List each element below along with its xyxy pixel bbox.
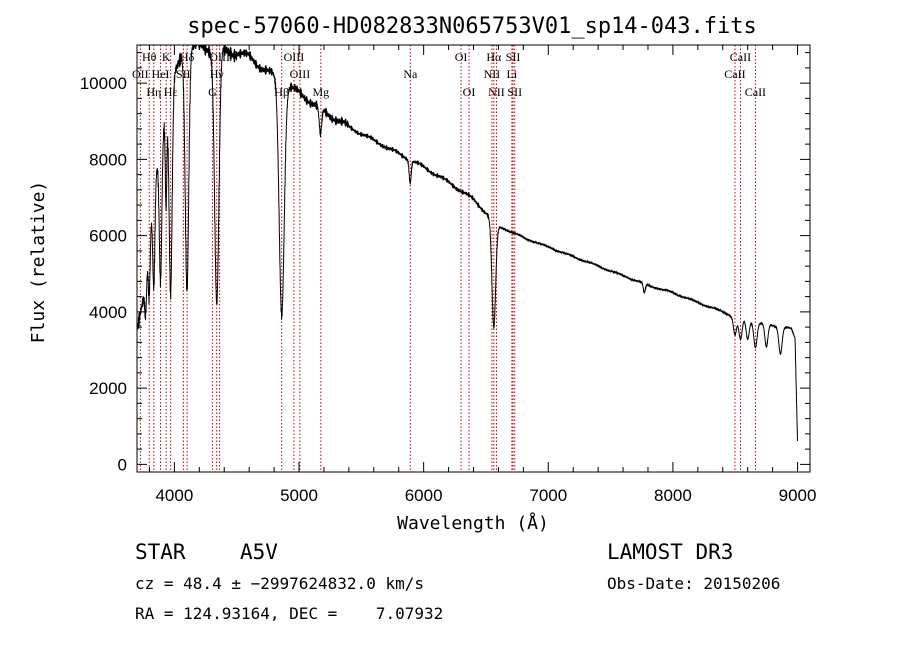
x-tick-label: 4000 [155, 486, 193, 505]
line-marker-label: OIII [290, 67, 311, 81]
line-marker-label: Hθ [142, 50, 157, 64]
line-marker-label: Hα [486, 50, 502, 64]
object-class: STAR [135, 540, 186, 564]
line-marker-label: Li [507, 67, 518, 81]
line-marker-label: Hη [146, 85, 161, 99]
x-axis-ticks: 4000 5000 6000 7000 8000 9000 [148, 45, 817, 505]
line-marker-label: HeI [152, 67, 170, 81]
line-marker-label: K [162, 50, 171, 64]
obs-date: Obs-Date: 20150206 [607, 574, 780, 593]
plot-frame [136, 44, 811, 473]
line-marker-label: SII [506, 50, 521, 64]
line-marker-label: OI [455, 50, 468, 64]
line-marker-label: OIII [284, 50, 305, 64]
y-tick-label: 2000 [89, 379, 127, 398]
spectrum-line [136, 44, 798, 441]
line-markers [139, 45, 756, 472]
y-tick-label: 6000 [89, 227, 127, 246]
line-marker-label: Na [403, 67, 418, 81]
line-marker-label: Hβ [274, 85, 289, 99]
object-subclass: A5V [240, 540, 278, 564]
line-marker-label: Hε [164, 85, 178, 99]
x-tick-label: 8000 [654, 486, 692, 505]
survey-name: LAMOST DR3 [607, 540, 733, 564]
y-axis-ticks: 0 2000 4000 6000 8000 10000 [80, 52, 810, 474]
line-marker-label: NII [484, 67, 501, 81]
chart-title: spec-57060-HD082833N065753V01_sp14-043.f… [187, 14, 757, 39]
redshift-cz: cz = 48.4 ± −2997624832.0 km/s [135, 574, 424, 593]
y-axis-label: Flux (relative) [28, 181, 49, 344]
x-tick-label: 5000 [280, 486, 318, 505]
y-tick-label: 0 [118, 455, 127, 474]
line-marker-label: OI [463, 85, 476, 99]
line-marker-label: CaII [745, 85, 766, 99]
line-marker-label: SII [507, 85, 522, 99]
x-tick-label: 6000 [405, 486, 443, 505]
y-tick-label: 4000 [89, 303, 127, 322]
x-tick-label: 9000 [779, 486, 817, 505]
x-axis-label: Wavelength (Å) [397, 512, 549, 534]
line-marker-label: OII [132, 67, 149, 81]
x-tick-label: 7000 [529, 486, 567, 505]
line-marker-label: Mg [312, 85, 329, 99]
line-marker-label: CaII [730, 50, 751, 64]
line-marker-label: NII [488, 85, 505, 99]
line-marker-label: CaII [724, 67, 745, 81]
coordinates: RA = 124.93164, DEC = 7.07932 [135, 604, 443, 623]
y-tick-label: 8000 [89, 150, 127, 169]
y-tick-label: 10000 [80, 74, 127, 93]
